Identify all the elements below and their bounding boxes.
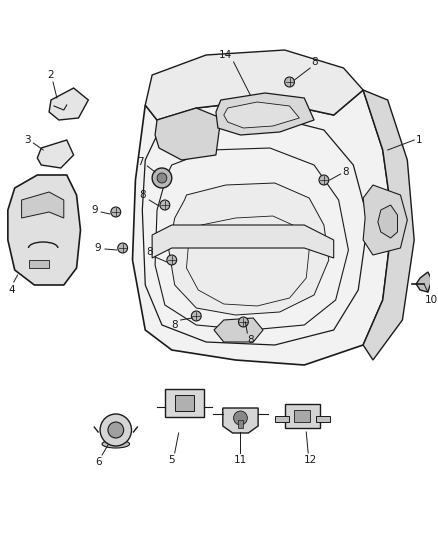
Bar <box>275 416 289 422</box>
Polygon shape <box>378 205 398 238</box>
Circle shape <box>285 77 294 87</box>
Polygon shape <box>416 272 432 292</box>
Polygon shape <box>152 225 334 258</box>
Text: 7: 7 <box>137 157 144 167</box>
Polygon shape <box>145 50 363 120</box>
Text: 8: 8 <box>247 335 254 345</box>
Text: 4: 4 <box>8 285 15 295</box>
Polygon shape <box>49 88 88 120</box>
Circle shape <box>167 255 177 265</box>
Circle shape <box>233 411 247 425</box>
Polygon shape <box>363 185 407 255</box>
Text: 3: 3 <box>24 135 31 145</box>
Text: 5: 5 <box>169 455 175 465</box>
Text: 11: 11 <box>234 455 247 465</box>
Bar <box>175 395 194 411</box>
Polygon shape <box>223 408 258 433</box>
Text: 8: 8 <box>311 57 318 67</box>
Polygon shape <box>216 93 314 135</box>
Circle shape <box>319 175 329 185</box>
Circle shape <box>152 168 172 188</box>
Circle shape <box>108 422 124 438</box>
Text: 9: 9 <box>95 243 102 253</box>
Polygon shape <box>214 318 263 342</box>
Polygon shape <box>21 192 64 218</box>
Bar <box>294 410 310 422</box>
Text: 8: 8 <box>146 247 152 257</box>
Bar <box>285 404 320 428</box>
Circle shape <box>118 243 127 253</box>
Text: 8: 8 <box>139 190 145 200</box>
Circle shape <box>239 317 248 327</box>
Text: 14: 14 <box>219 50 233 60</box>
Text: 6: 6 <box>95 457 102 467</box>
Text: 9: 9 <box>91 205 98 215</box>
Circle shape <box>100 414 131 446</box>
Polygon shape <box>37 140 74 168</box>
Polygon shape <box>8 175 81 285</box>
Polygon shape <box>363 90 414 360</box>
Bar <box>165 389 204 417</box>
Text: 1: 1 <box>416 135 422 145</box>
Circle shape <box>191 311 201 321</box>
Text: 8: 8 <box>171 320 178 330</box>
Polygon shape <box>169 183 329 315</box>
Text: 8: 8 <box>342 167 349 177</box>
Text: 12: 12 <box>304 455 317 465</box>
Circle shape <box>160 200 170 210</box>
Polygon shape <box>224 102 299 128</box>
Bar <box>237 420 244 428</box>
Text: 2: 2 <box>48 70 54 80</box>
Bar <box>316 416 330 422</box>
Circle shape <box>157 173 167 183</box>
Ellipse shape <box>102 440 130 448</box>
Bar <box>29 260 49 268</box>
Text: 10: 10 <box>425 295 438 305</box>
Polygon shape <box>133 90 392 365</box>
Polygon shape <box>155 108 221 160</box>
Circle shape <box>111 207 121 217</box>
